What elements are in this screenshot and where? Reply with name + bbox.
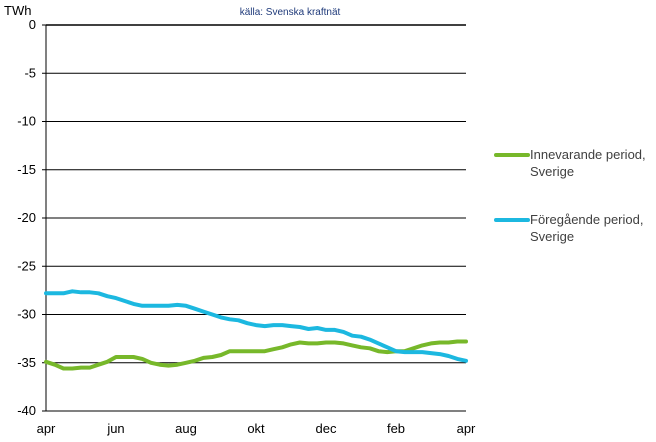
y-tick-label: -10 — [17, 114, 36, 129]
y-axis-unit: TWh — [4, 3, 31, 18]
legend-label-1: Innevarande period, Sverige — [530, 147, 646, 179]
y-tick-label: 0 — [29, 17, 36, 32]
x-tick-label: okt — [247, 421, 265, 436]
x-tick-label: apr — [37, 421, 56, 436]
x-tick-label: apr — [457, 421, 476, 436]
x-tick-labels: apr jun aug okt dec feb apr — [37, 421, 476, 436]
y-tick-label: -25 — [17, 258, 36, 273]
x-tick-label: dec — [316, 421, 337, 436]
x-tick-label: jun — [106, 421, 124, 436]
axes — [42, 24, 466, 412]
y-tick-labels: 0 -5 -10 -15 -20 -25 -30 -35 -40 — [17, 17, 36, 418]
y-tick-label: -15 — [17, 162, 36, 177]
y-tick-label: -30 — [17, 307, 36, 322]
y-tick-label: -35 — [17, 355, 36, 370]
series-lines — [44, 289, 468, 371]
x-tick-label: aug — [175, 421, 197, 436]
series-line-1 — [44, 339, 468, 371]
x-tick-label: feb — [387, 421, 405, 436]
y-tick-label: -20 — [17, 210, 36, 225]
y-tick-label: -40 — [17, 403, 36, 418]
y-tick-label: -5 — [24, 65, 36, 80]
legend-label-2: Föregående period, Sverige — [530, 212, 643, 244]
grid-lines — [46, 72, 466, 412]
legend: Innevarande period, Sverige Föregående per… — [494, 147, 646, 244]
series-line-2 — [44, 289, 468, 363]
chart-source: källa: Svenska kraftnät — [240, 7, 341, 18]
